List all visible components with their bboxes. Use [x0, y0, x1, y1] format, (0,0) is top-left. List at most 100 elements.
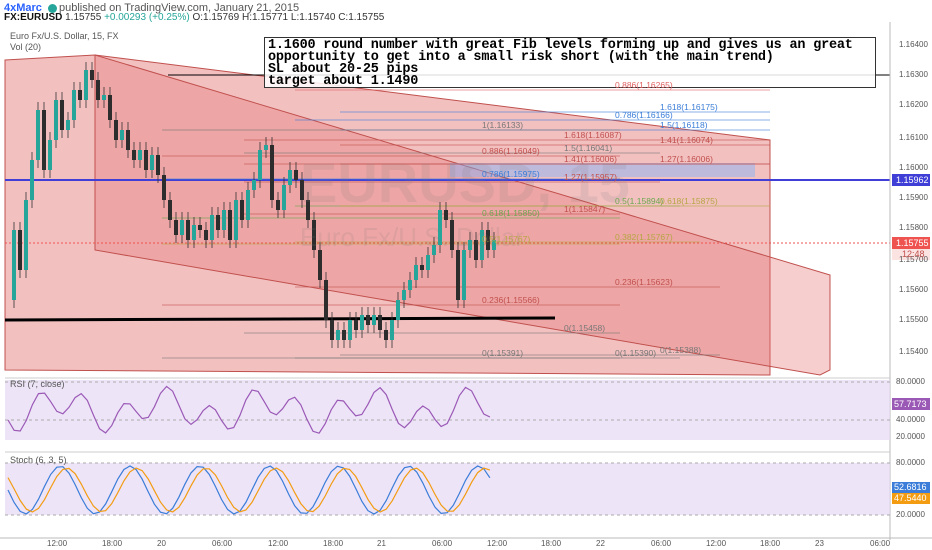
candle-body	[174, 220, 178, 235]
fib-level-label: 0.886(1.16265)	[615, 80, 673, 90]
candle-body	[282, 185, 286, 210]
price-tick: 1.16100	[899, 133, 928, 142]
support-line	[4, 316, 556, 322]
candle-body	[390, 320, 394, 340]
price-tick: 1.15600	[899, 285, 928, 294]
candle-body	[162, 175, 166, 200]
candle-body	[444, 210, 448, 220]
candle-body	[36, 110, 40, 160]
price-change: +0.00293 (+0.25%)	[104, 12, 190, 23]
author-name[interactable]: 4xMarc	[4, 2, 42, 14]
candle-body	[354, 320, 358, 330]
candle-body	[54, 100, 58, 140]
candle-body	[288, 170, 292, 185]
rsi-value-text: 57.7173	[894, 399, 927, 409]
time-tick: 12:00	[47, 539, 68, 548]
highlight-zone	[450, 163, 755, 177]
price-tick: 1.15400	[899, 347, 928, 356]
candle-body	[336, 330, 340, 340]
stoch-d-text: 47.5440	[894, 493, 927, 503]
candle-body	[138, 150, 142, 160]
candle-body	[306, 200, 310, 220]
candle-body	[366, 315, 370, 325]
candle-body	[204, 230, 208, 240]
candle-body	[234, 200, 238, 240]
last-price: 1.15755	[65, 12, 102, 23]
candle-body	[60, 100, 64, 130]
time-tick: 22	[596, 539, 605, 548]
candle-body	[144, 150, 148, 170]
candle-body	[96, 80, 100, 100]
annotation-line-1: 1.1600 round number with great Fib level…	[268, 38, 853, 53]
rsi-line	[7, 385, 491, 434]
candle-body	[222, 210, 226, 230]
candle-body	[372, 315, 376, 325]
fib-level-label: 1.5(1.16041)	[564, 143, 613, 153]
price-label-current	[892, 237, 930, 249]
time-tick: 06:00	[212, 539, 233, 548]
candle-body	[114, 120, 118, 140]
candle-body	[480, 230, 484, 260]
price-tick: 1.15500	[899, 315, 928, 324]
candle-body	[420, 265, 424, 270]
candle-body	[258, 150, 262, 180]
candle-body	[246, 190, 250, 220]
current-price-text: 1.15755	[896, 238, 929, 248]
stoch-label[interactable]: Stoch (6, 3, 5)	[10, 455, 67, 465]
rsi-value-label	[892, 398, 930, 410]
volume-label[interactable]: Vol (20)	[10, 42, 42, 52]
time-tick: 12:00	[706, 539, 727, 548]
candle-body	[90, 70, 94, 80]
fib-level-label: 0.618(1.15875)	[660, 196, 718, 206]
stoch-k-text: 52.6816	[894, 482, 927, 492]
candle-body	[396, 300, 400, 320]
fib-level-label: 1.27(1.15957)	[564, 172, 617, 182]
annotation-line-3: SL about 20-25 pips	[268, 62, 419, 77]
candle-body	[198, 225, 202, 230]
candle-body	[264, 145, 268, 150]
published-header: 4xMarc published on TradingView.com, Jan…	[0, 0, 932, 22]
candle-body	[312, 220, 316, 250]
fib-level-label: 1.618(1.16175)	[660, 102, 718, 112]
fib-level-label: 0.5(1.15767)	[482, 234, 531, 244]
stoch-tick: 20.0000	[896, 510, 925, 519]
tradingview-logo-icon	[47, 3, 57, 13]
candle-body	[462, 250, 466, 300]
high-value: H:1.15771	[241, 12, 289, 23]
rsi-tick: 80.0000	[896, 377, 925, 386]
candle-body	[378, 315, 382, 330]
fib-level-label: 0.382(1.15767)	[615, 232, 673, 242]
stoch-tick: 80.0000	[896, 458, 925, 467]
fib-level-label: 1.5(1.16118)	[660, 120, 708, 130]
candle-body	[150, 155, 154, 170]
rsi-pane-bg	[5, 380, 890, 440]
candle-body	[18, 230, 22, 270]
stoch-d-line	[7, 467, 491, 513]
candle-body	[468, 240, 472, 250]
annotation-textbox[interactable]: 1.1600 round number with great Fib level…	[264, 37, 876, 88]
time-tick: 20	[157, 539, 166, 548]
fib-level-label: 1(1.15847)	[564, 204, 606, 214]
candle-body	[438, 210, 442, 245]
price-tick: 1.16200	[899, 100, 928, 109]
candle-body	[108, 95, 112, 120]
candle-body	[300, 180, 304, 200]
candle-body	[72, 90, 76, 120]
fib-level-label: 1.41(1.16006)	[564, 154, 617, 164]
fib-level-label: 0.618(1.15850)	[482, 208, 540, 218]
candles	[12, 62, 496, 348]
candle-body	[48, 140, 52, 170]
candle-body	[126, 130, 130, 150]
candle-body	[12, 230, 16, 300]
stoch-d-label	[892, 493, 930, 504]
symbol-ticker[interactable]: FX:EURUSD	[4, 12, 63, 23]
time-tick: 21	[377, 539, 386, 548]
price-tick: 1.15800	[899, 223, 928, 232]
time-tick: 06:00	[651, 539, 672, 548]
candle-body	[102, 95, 106, 100]
stoch-k-line	[7, 465, 491, 515]
candle-body	[156, 155, 160, 175]
rsi-label[interactable]: RSI (7, close)	[10, 379, 65, 389]
candle-body	[324, 280, 328, 320]
